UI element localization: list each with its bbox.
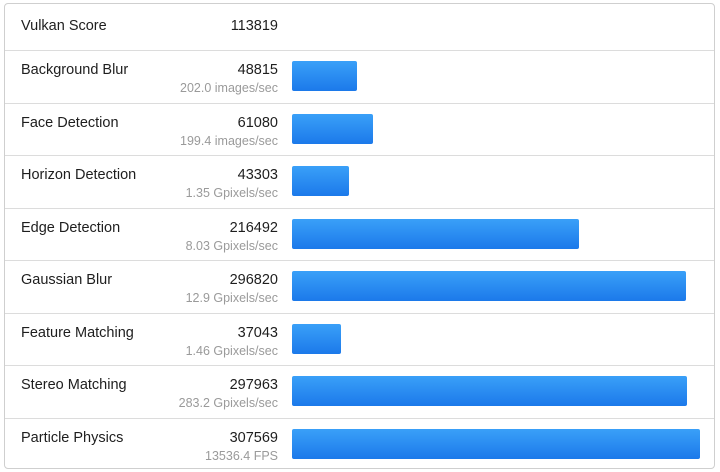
test-name: Particle Physics: [21, 429, 124, 446]
test-rate: 13536.4 FPS: [205, 448, 278, 463]
score-bar: [292, 376, 687, 406]
test-score: 216492: [229, 219, 278, 236]
test-row: Gaussian Blur 296820 12.9 Gpixels/sec: [5, 260, 714, 313]
score-bar: [292, 323, 341, 354]
test-name: Stereo Matching: [21, 377, 127, 393]
test-row: Stereo Matching 297963 283.2 Gpixels/sec: [5, 365, 714, 418]
test-score: 37043: [237, 324, 278, 341]
score-bar: [292, 166, 349, 196]
test-row: Horizon Detection 43303 1.35 Gpixels/sec: [5, 155, 714, 208]
test-name: Face Detection: [21, 114, 119, 131]
summary-label: Vulkan Score: [21, 18, 107, 34]
test-name: Gaussian Blur: [21, 272, 113, 288]
test-score: 296820: [229, 272, 278, 288]
test-name: Feature Matching: [21, 324, 134, 341]
score-bar: [292, 113, 373, 144]
test-rate: 8.03 Gpixels/sec: [185, 238, 278, 253]
test-name: Horizon Detection: [21, 167, 137, 183]
summary-score: 113819: [230, 18, 278, 34]
test-rate: 1.35 Gpixels/sec: [185, 186, 278, 200]
test-row: Face Detection 61080 199.4 images/sec: [5, 102, 714, 156]
test-name: Edge Detection: [21, 219, 121, 236]
test-score: 297963: [229, 377, 278, 393]
test-rate: 283.2 Gpixels/sec: [178, 396, 278, 410]
benchmark-results-card: Vulkan Score 113819 Background Blur 48815…: [4, 3, 715, 469]
score-bar: [292, 61, 357, 91]
test-score: 61080: [237, 114, 278, 131]
score-bar: [292, 428, 700, 459]
test-rate: 202.0 images/sec: [180, 81, 278, 95]
test-score: 307569: [229, 429, 278, 446]
score-bar: [292, 218, 579, 249]
test-row: Edge Detection 216492 8.03 Gpixels/sec: [5, 207, 714, 261]
test-rate: 1.46 Gpixels/sec: [185, 343, 278, 358]
test-name: Background Blur: [21, 62, 129, 78]
test-row: Background Blur 48815 202.0 images/sec: [5, 50, 714, 103]
summary-row: Vulkan Score 113819: [5, 4, 714, 50]
score-bar: [292, 271, 686, 301]
test-row: Feature Matching 37043 1.46 Gpixels/sec: [5, 312, 714, 366]
test-rate: 12.9 Gpixels/sec: [185, 291, 278, 305]
test-rate: 199.4 images/sec: [180, 133, 278, 148]
test-row: Particle Physics 307569 13536.4 FPS: [5, 417, 714, 469]
test-score: 43303: [237, 167, 278, 183]
test-score: 48815: [237, 62, 278, 78]
